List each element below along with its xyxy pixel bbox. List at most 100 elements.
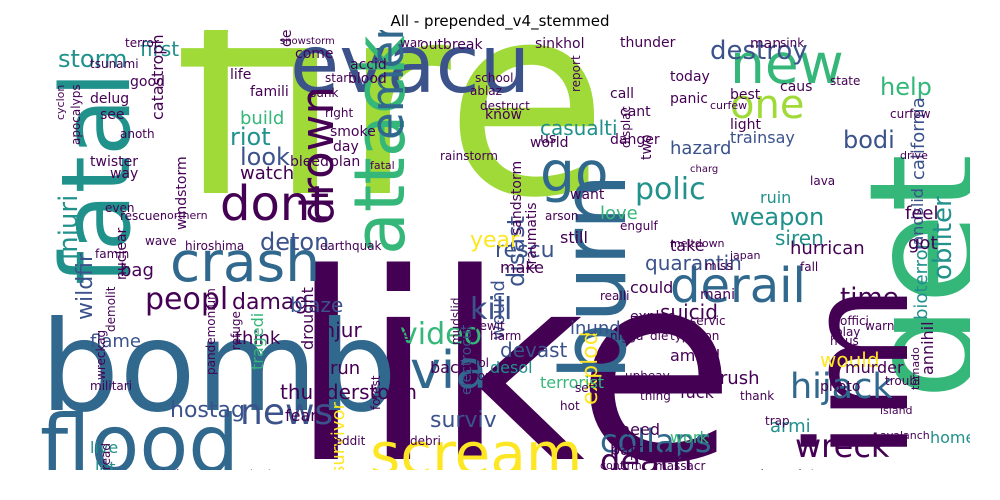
cloud-word: way xyxy=(110,166,139,182)
cloud-word: upheav xyxy=(625,369,670,383)
cloud-word: see xyxy=(100,107,125,123)
cloud-word: damag xyxy=(232,290,309,315)
cloud-word: flood xyxy=(40,398,240,471)
cloud-word: ablaz xyxy=(470,84,502,98)
cloud-word: bleed xyxy=(290,154,329,170)
cloud-word: time xyxy=(840,283,899,313)
cloud-word: drive xyxy=(900,149,928,162)
cloud-word: arson xyxy=(545,209,579,223)
cloud-word: wildfir xyxy=(73,252,98,320)
cloud-word: forest xyxy=(369,375,383,410)
cloud-word: island xyxy=(880,404,913,417)
cloud-word: photo xyxy=(820,379,861,395)
cloud-word: rescuer xyxy=(120,209,165,223)
cloud-word: caus xyxy=(780,79,813,95)
cloud-word: back xyxy=(430,358,469,377)
cloud-word: thunderstorm xyxy=(280,380,417,404)
cloud-word: video xyxy=(400,317,482,352)
cloud-word: siren xyxy=(775,226,824,250)
cloud-word: trainsay xyxy=(730,128,795,147)
cloud-word: water xyxy=(795,468,826,470)
cloud-word: troubl xyxy=(885,374,921,388)
cloud-word: murder xyxy=(845,358,904,377)
cloud-word: two xyxy=(639,134,655,160)
cloud-word: desol xyxy=(490,358,533,377)
cloud-word: casualti xyxy=(540,116,618,140)
cloud-word: war xyxy=(400,36,423,50)
cloud-word: live xyxy=(90,438,119,457)
cloud-word: meltdown xyxy=(670,237,725,250)
cloud-word: weapon xyxy=(730,203,825,231)
cloud-word: earthquak xyxy=(320,239,382,253)
cloud-word: sinkhol xyxy=(535,36,585,52)
cloud-word: fire xyxy=(175,30,609,256)
cloud-word: inund xyxy=(570,318,621,339)
cloud-word: peopl xyxy=(145,282,229,317)
cloud-word: cant xyxy=(620,104,651,120)
cloud-word: tragedi xyxy=(248,312,267,370)
cloud-word: trap xyxy=(765,414,790,428)
cloud-word: read xyxy=(99,442,113,470)
cloud-word: got xyxy=(908,233,938,254)
cloud-word: bag xyxy=(120,260,154,281)
cloud-word: crash xyxy=(170,230,321,294)
cloud-word: love xyxy=(600,203,638,224)
cloud-word: northern xyxy=(160,209,208,222)
cloud-word: make xyxy=(500,258,544,277)
cloud-word: tornado xyxy=(909,347,922,390)
cloud-word: battl xyxy=(610,440,647,459)
cloud-word: still xyxy=(560,228,588,247)
cloud-word: crush xyxy=(710,368,760,389)
cloud-word: evacu xyxy=(290,30,531,111)
cloud-word: pm xyxy=(610,465,629,470)
cloud-word: terror xyxy=(125,36,159,50)
cloud-word: lava xyxy=(810,174,836,188)
cloud-word: fatal xyxy=(370,159,395,172)
cloud-word: anniversari xyxy=(740,468,802,470)
cloud-word: year xyxy=(470,228,520,253)
cloud-word: hope xyxy=(470,369,500,383)
cloud-word: refuge xyxy=(229,311,243,350)
cloud-word: avalanch xyxy=(880,429,930,442)
cloud-word: apocalyps xyxy=(69,84,83,145)
cloud-word: sunk xyxy=(310,86,339,100)
cloud-word: charg xyxy=(690,164,719,175)
cloud-word: curfew xyxy=(710,99,748,112)
cloud-word: whirlwind xyxy=(399,322,413,380)
cloud-word: pandemonium xyxy=(204,288,218,375)
cloud-word: airplan xyxy=(155,468,193,470)
cloud-word: thing xyxy=(640,389,671,403)
cloud-word: die xyxy=(650,329,669,343)
cloud-word: mani xyxy=(700,287,735,303)
cloud-word: think xyxy=(235,328,281,349)
cloud-word: right xyxy=(325,106,354,120)
cloud-word: ruin xyxy=(760,188,792,207)
cloud-word: new xyxy=(730,32,844,96)
cloud-word: hostag xyxy=(170,398,245,423)
cloud-word: know xyxy=(485,107,522,123)
cloud-word: delug xyxy=(90,91,130,107)
cloud-word: injuri xyxy=(54,194,84,260)
cloud-word: watch xyxy=(240,163,295,184)
cloud-word: lol xyxy=(475,356,490,370)
cloud-word: annihil xyxy=(918,321,937,375)
cloud-word: hazard xyxy=(670,138,732,159)
cloud-word: news xyxy=(240,392,334,433)
cloud-word: militari xyxy=(90,379,133,393)
cloud-word: home xyxy=(930,428,970,447)
cloud-word: need xyxy=(620,420,660,439)
cloud-word: hous xyxy=(830,334,859,348)
cloud-word: tsunami xyxy=(90,57,139,71)
cloud-word: help xyxy=(880,73,932,101)
cloud-word: accid xyxy=(350,57,387,73)
cloud-word: fall xyxy=(800,260,819,274)
cloud-word: terrorist xyxy=(540,373,605,392)
cloud-word: fuck xyxy=(680,383,714,402)
cloud-word: outbreak xyxy=(420,37,483,53)
cloud-word: blaze xyxy=(290,293,344,317)
cloud-word: sandstorm xyxy=(509,160,525,235)
cloud-word: want xyxy=(570,187,605,203)
cloud-word: wave xyxy=(145,234,177,248)
cloud-word: run xyxy=(330,358,361,379)
cloud-word: armi xyxy=(770,416,811,437)
